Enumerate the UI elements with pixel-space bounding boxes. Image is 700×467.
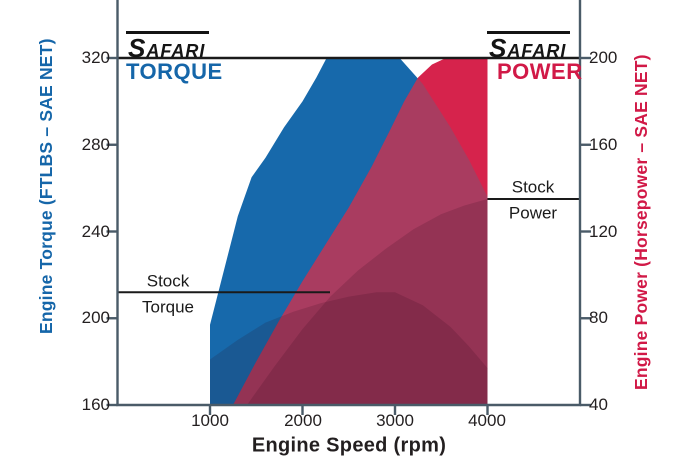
stock-torque-label-line1: Stock: [146, 271, 190, 291]
y-left-tick-200: 200: [81, 308, 110, 327]
left-axis-title: Engine Torque (FTLBS – SAE NET): [36, 38, 56, 334]
y-right-tick-40: 40: [589, 395, 608, 414]
stock-torque-label-line2: Torque: [142, 297, 194, 317]
stock-power-label-line2: Power: [508, 203, 558, 223]
power-torque-overlap-area: [233, 58, 488, 406]
stock-torque-overlay-area: [210, 292, 488, 406]
y-right-tick-120: 120: [589, 222, 618, 241]
power-legend-word: POWER: [497, 59, 583, 84]
x-tick-3000: 3000: [376, 411, 414, 430]
axes: [106, 0, 591, 415]
y-left-tick-240: 240: [81, 222, 110, 241]
x-tick-2000: 2000: [284, 411, 322, 430]
stock-power-overlay-area: [247, 199, 488, 406]
x-axis-title: Engine Speed (rpm): [251, 434, 447, 457]
y-right-tick-200: 200: [589, 48, 618, 67]
y-left-tick-160: 160: [81, 395, 110, 414]
y-right-tick-160: 160: [589, 135, 618, 154]
x-tick-1000: 1000: [191, 411, 229, 430]
safari-logo-power: SAFARI: [487, 31, 571, 62]
y-left-tick-320: 320: [81, 48, 110, 67]
x-tick-4000: 4000: [468, 411, 506, 430]
stock-power-label-line1: Stock: [511, 177, 555, 197]
y-right-tick-80: 80: [589, 308, 608, 327]
torque-legend-word: TORQUE: [126, 59, 223, 84]
y-left-tick-280: 280: [81, 135, 110, 154]
safari-logo-torque: SAFARI: [126, 31, 210, 62]
